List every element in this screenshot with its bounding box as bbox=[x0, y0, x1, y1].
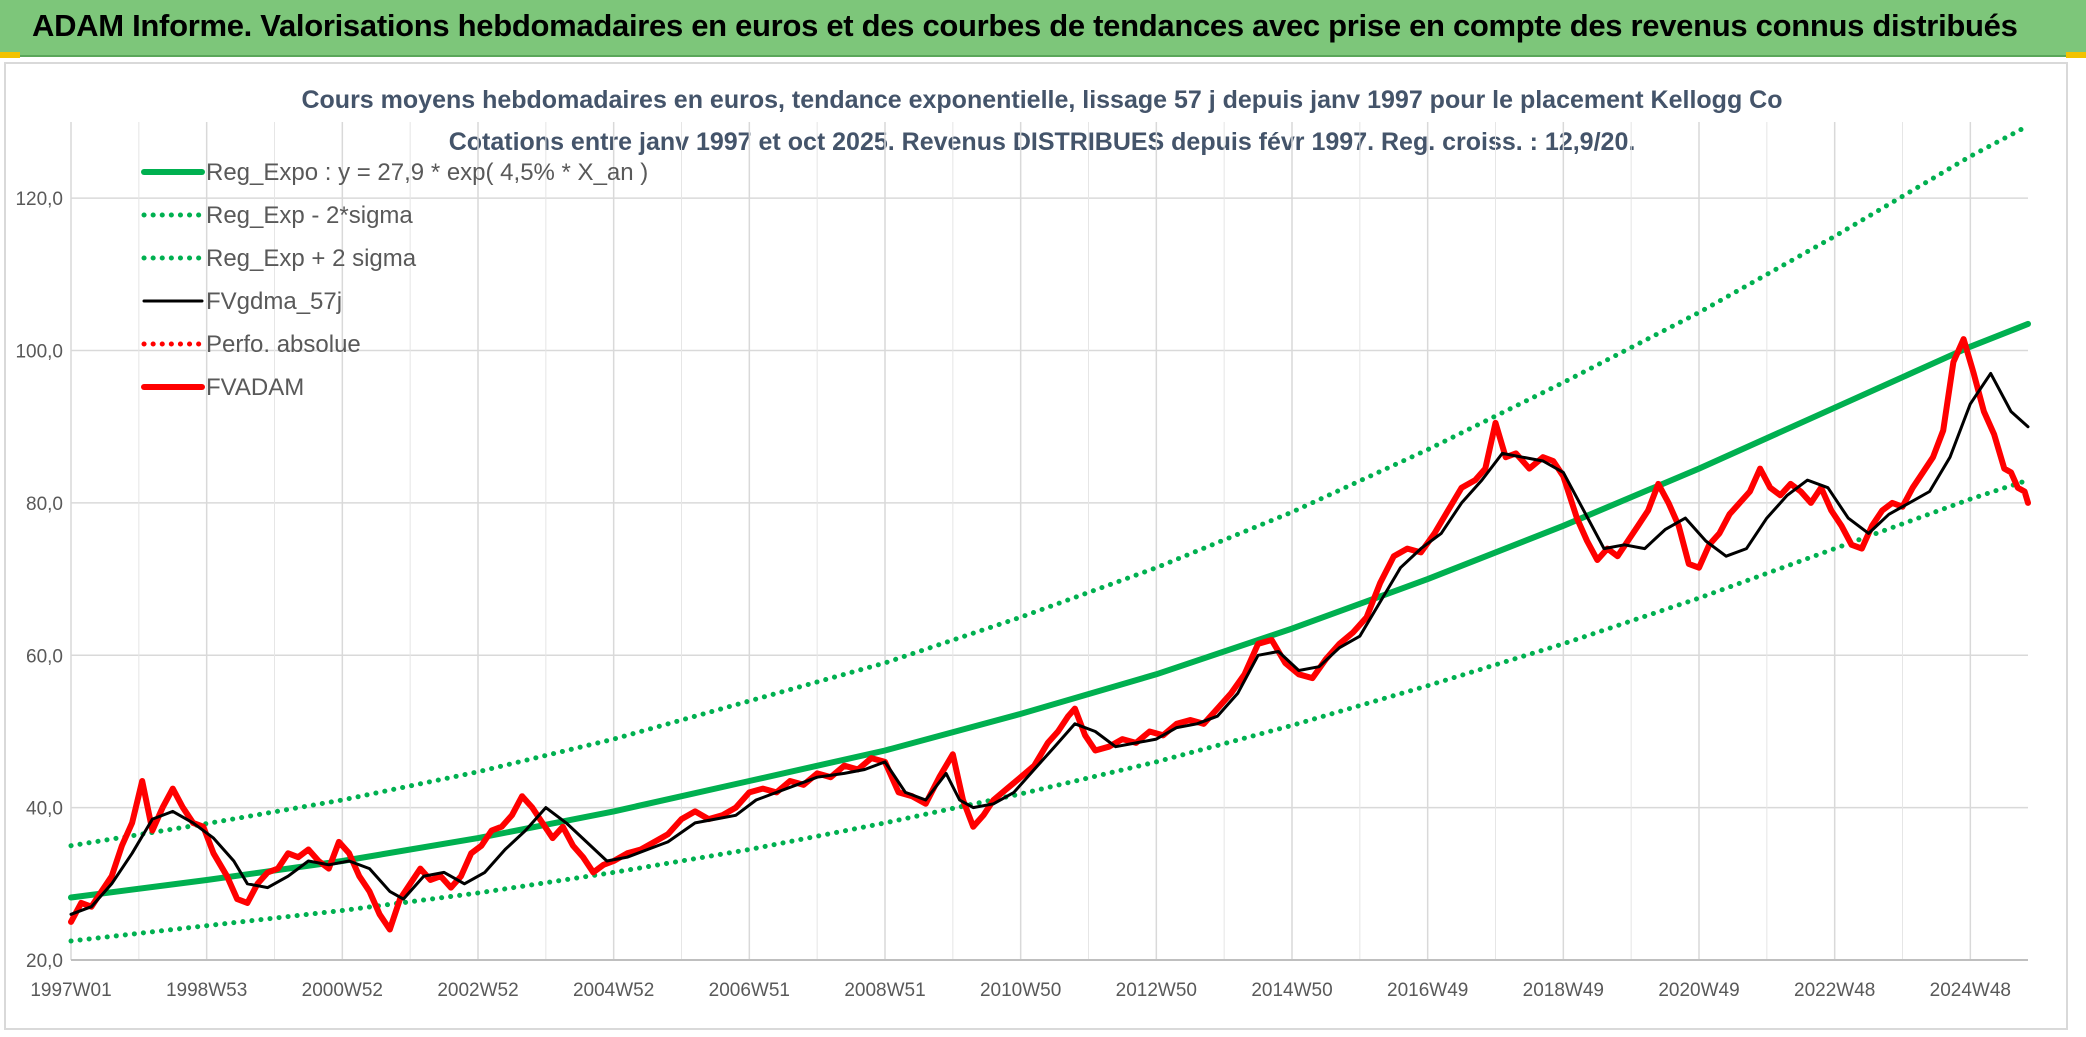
x-tick-label: 2022W48 bbox=[1794, 980, 1875, 1001]
x-tick-label: 2002W52 bbox=[437, 980, 518, 1001]
legend: Reg_Expo : y = 27,9 * exp( 4,5% * X_an )… bbox=[141, 159, 648, 401]
x-tick-label: 2014W50 bbox=[1251, 980, 1332, 1001]
y-tick-label: 120,0 bbox=[15, 189, 63, 210]
x-tick-label: 2020W49 bbox=[1658, 980, 1739, 1001]
line-chart: Cours moyens hebdomadaires en euros, ten… bbox=[15, 86, 2031, 1001]
grid-lines bbox=[70, 122, 2028, 961]
x-tick-label: 2024W48 bbox=[1930, 980, 2011, 1001]
y-tick-label: 100,0 bbox=[15, 342, 63, 363]
x-tick-label: 2004W52 bbox=[573, 980, 654, 1001]
x-tick-label: 2000W52 bbox=[302, 980, 383, 1001]
y-tick-label: 80,0 bbox=[26, 494, 63, 515]
page-title: ADAM Informe. Valorisations hebdomadaire… bbox=[32, 8, 2018, 43]
x-tick-label: 2012W50 bbox=[1116, 980, 1197, 1001]
legend-label: FVgdma_57j bbox=[206, 288, 342, 315]
chart-frame: Cours moyens hebdomadaires en euros, ten… bbox=[4, 62, 2068, 1030]
x-tick-label: 2008W51 bbox=[844, 980, 925, 1001]
series-line-5 bbox=[68, 336, 2031, 933]
x-tick-label: 2010W50 bbox=[980, 980, 1061, 1001]
series-line-2 bbox=[68, 123, 2031, 849]
series-line-0 bbox=[68, 320, 2031, 901]
chart-subtitle: Cotations entre janv 1997 et oct 2025. R… bbox=[449, 128, 1636, 156]
x-tick-label: 1998W53 bbox=[166, 980, 247, 1001]
x-tick-label: 1997W01 bbox=[30, 980, 111, 1001]
legend-label: FVADAM bbox=[206, 374, 304, 401]
legend-label: Reg_Exp + 2 sigma bbox=[206, 245, 417, 272]
y-tick-label: 60,0 bbox=[26, 646, 63, 667]
chart-title: Cours moyens hebdomadaires en euros, ten… bbox=[301, 86, 1782, 114]
x-tick-label: 2016W49 bbox=[1387, 980, 1468, 1001]
corner-mark-right bbox=[2066, 52, 2086, 58]
y-tick-label: 20,0 bbox=[26, 951, 63, 972]
legend-label: Reg_Expo : y = 27,9 * exp( 4,5% * X_an ) bbox=[206, 159, 648, 186]
legend-label: Reg_Exp - 2*sigma bbox=[206, 202, 413, 229]
header-banner: ADAM Informe. Valorisations hebdomadaire… bbox=[0, 0, 2086, 57]
series-line-1 bbox=[68, 477, 2031, 944]
axes: 20,0 40,0 60,0 80,0 100,0 120,0 1997W01 1998W53… bbox=[15, 189, 2028, 1001]
series-line-3 bbox=[69, 371, 2030, 916]
x-tick-label: 2006W51 bbox=[709, 980, 790, 1001]
x-tick-label: 2018W49 bbox=[1523, 980, 1604, 1001]
corner-mark-left bbox=[0, 52, 20, 58]
y-tick-label: 40,0 bbox=[26, 799, 63, 820]
series-group bbox=[68, 123, 2031, 944]
legend-label: Perfo. absolue bbox=[206, 331, 361, 358]
